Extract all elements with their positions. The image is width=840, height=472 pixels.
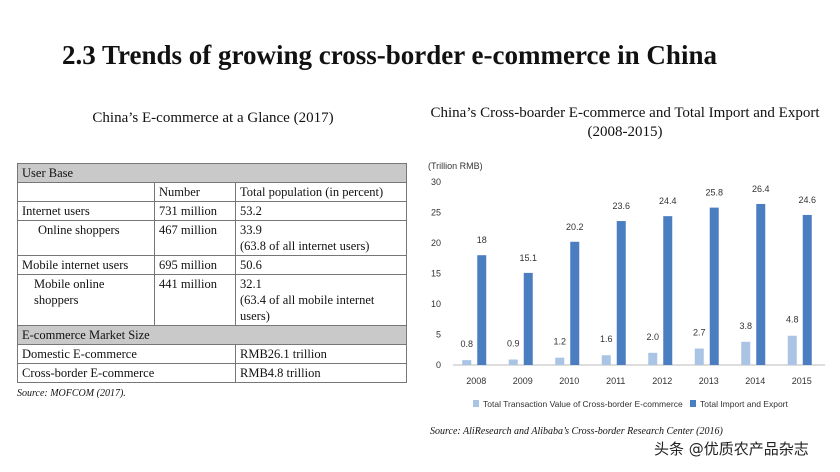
x-tick-label: 2009 [513, 376, 533, 386]
bar-cross-border-2011 [601, 355, 611, 365]
row-pct-cell: 32.1 (63.4 of all mobile internet users) [235, 274, 407, 326]
data-label-total-trade: 20.2 [566, 222, 584, 232]
bar-cross-border-2012 [648, 352, 658, 365]
header-number: Number [154, 182, 236, 202]
table-row: Domestic E-commerce RMB26.1 trillion [17, 344, 407, 364]
row-label: Mobile online shoppers [17, 274, 155, 326]
x-tick-label: 2013 [699, 376, 719, 386]
bar-cross-border-2010 [555, 357, 565, 365]
bar-cross-border-2008 [462, 360, 472, 365]
bar-total-trade-2010 [570, 241, 580, 365]
data-label-cross-border: 0.8 [460, 339, 473, 349]
header-empty-cell [17, 182, 155, 202]
table-section-user-base: User Base [17, 163, 407, 183]
row-pct: 33.9 [240, 223, 262, 237]
y-axis-label: (Trillion RMB) [428, 161, 483, 171]
watermark: 头条 @优质农产品杂志 [654, 440, 809, 458]
market-row-label: Cross-border E-commerce [17, 363, 236, 383]
data-label-total-trade: 26.4 [752, 184, 770, 194]
bar-cross-border-2013 [694, 348, 704, 365]
row-number: 467 million [154, 220, 236, 256]
y-tick-label: 30 [431, 177, 441, 187]
data-label-cross-border: 4.8 [786, 315, 799, 325]
bar-cross-border-2014 [741, 341, 751, 365]
data-label-cross-border: 0.9 [507, 339, 520, 349]
row-pct-cell: 33.9 (63.8 of all internet users) [235, 220, 407, 256]
legend-label: Total Transaction Value of Cross-border … [483, 399, 683, 409]
row-pct: 32.1 [240, 277, 262, 291]
table-row: Mobile internet users 695 million 50.6 [17, 255, 407, 275]
data-label-total-trade: 25.8 [705, 188, 723, 198]
legend-label: Total Import and Export [700, 399, 789, 409]
table-row: Online shoppers 467 million 33.9 (63.8 o… [17, 220, 407, 256]
row-number: 731 million [154, 201, 236, 221]
row-note: (63.8 of all internet users) [240, 239, 370, 253]
bar-total-trade-2015 [802, 214, 812, 365]
row-label: Mobile internet users [17, 255, 155, 275]
bar-cross-border-2009 [508, 359, 518, 365]
ecommerce-table: User Base Number Total population (in pe… [17, 163, 407, 383]
x-tick-label: 2008 [466, 376, 486, 386]
page-title: 2.3 Trends of growing cross-border e-com… [62, 40, 717, 70]
legend-swatch [473, 400, 479, 407]
bar-cross-border-2015 [787, 335, 797, 365]
y-tick-label: 25 [431, 208, 441, 218]
table-row: Cross-border E-commerce RMB4.8 trillion [17, 363, 407, 383]
data-label-total-trade: 15.1 [519, 253, 537, 263]
row-label: Internet users [17, 201, 155, 221]
data-label-cross-border: 1.2 [553, 337, 566, 347]
row-number: 441 million [154, 274, 236, 326]
data-label-cross-border: 3.8 [739, 321, 752, 331]
bar-total-trade-2009 [523, 272, 533, 365]
table-source: Source: MOFCOM (2017). [17, 388, 126, 399]
header-total: Total population (in percent) [235, 182, 407, 202]
y-tick-label: 10 [431, 299, 441, 309]
x-tick-label: 2012 [652, 376, 672, 386]
chart-source: Source: AliResearch and Alibaba’s Cross-… [430, 426, 723, 437]
data-label-total-trade: 23.6 [612, 201, 630, 211]
data-label-cross-border: 1.6 [600, 334, 613, 344]
bar-total-trade-2012 [663, 216, 673, 365]
data-label-cross-border: 2.7 [693, 328, 706, 338]
bar-total-trade-2008 [477, 255, 487, 365]
row-note: (63.4 of all mobile internet users) [240, 293, 375, 323]
chart-title: China’s Cross-boarder E-commerce and Tot… [430, 105, 820, 140]
data-label-total-trade: 18 [477, 235, 487, 245]
table-section-market: E-commerce Market Size [17, 325, 407, 345]
row-pct: 53.2 [235, 201, 407, 221]
data-label-total-trade: 24.6 [798, 195, 816, 205]
market-row-value: RMB4.8 trillion [235, 363, 407, 383]
bar-total-trade-2011 [616, 221, 626, 365]
bar-total-trade-2014 [756, 203, 766, 365]
y-tick-label: 0 [436, 360, 441, 370]
bar-chart: (Trillion RMB) 0 5 10 15 20 25 30 2008 0.8 18 2009 0… [428, 161, 825, 409]
market-row-label: Domestic E-commerce [17, 344, 236, 364]
x-tick-label: 2015 [792, 376, 812, 386]
bar-total-trade-2013 [709, 207, 719, 365]
y-tick-label: 15 [431, 269, 441, 279]
table-heading: China’s E-commerce at a Glance (2017) [92, 110, 334, 126]
table-header-row: Number Total population (in percent) [17, 182, 407, 202]
market-row-value: RMB26.1 trillion [235, 344, 407, 364]
y-tick-label: 5 [436, 330, 441, 340]
x-tick-label: 2010 [559, 376, 579, 386]
row-number: 695 million [154, 255, 236, 275]
y-tick-label: 20 [431, 238, 441, 248]
row-label: Online shoppers [17, 220, 155, 256]
x-tick-label: 2014 [745, 376, 765, 386]
table-row: Internet users 731 million 53.2 [17, 201, 407, 221]
legend-swatch [690, 400, 696, 407]
data-label-total-trade: 24.4 [659, 196, 677, 206]
table-row: Mobile online shoppers 441 million 32.1 … [17, 274, 407, 326]
data-label-cross-border: 2.0 [646, 332, 659, 342]
row-pct: 50.6 [235, 255, 407, 275]
user-base-label: User Base [17, 163, 407, 183]
x-tick-label: 2011 [606, 376, 625, 386]
market-label: E-commerce Market Size [17, 325, 407, 345]
